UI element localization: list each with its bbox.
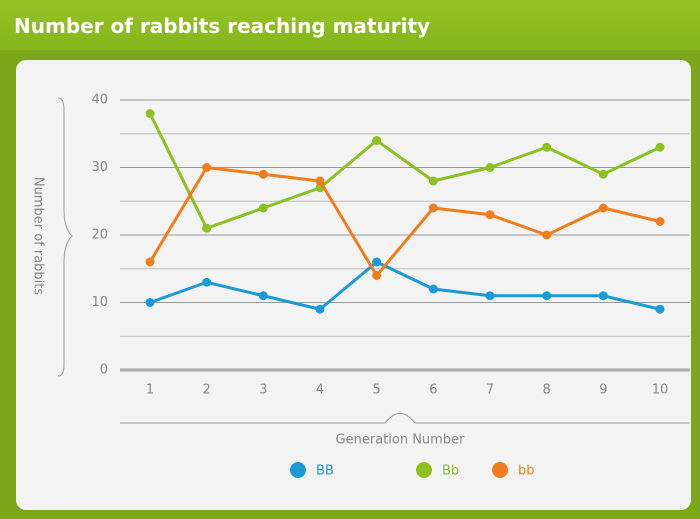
legend-label: BB <box>316 464 334 479</box>
y-axis-label: Number of rabbits <box>31 177 46 296</box>
x-tick-label: 1 <box>146 383 154 398</box>
x-axis-label: Generation Number <box>336 433 466 448</box>
data-point <box>655 304 665 314</box>
title: Number of rabbits reaching maturity <box>14 14 431 38</box>
series-line <box>148 165 661 279</box>
data-point <box>598 291 608 301</box>
legend-label: Bb <box>442 464 459 479</box>
data-point <box>372 136 382 145</box>
legend-swatch <box>416 462 432 478</box>
legend-label: bb <box>518 464 535 479</box>
x-brace <box>120 413 690 424</box>
legend-swatch <box>492 462 508 478</box>
data-point <box>542 230 552 240</box>
data-point <box>372 257 382 267</box>
data-point <box>428 176 438 186</box>
data-point <box>655 217 665 226</box>
data-point <box>372 271 382 280</box>
x-tick-label: 4 <box>316 383 324 398</box>
data-point <box>542 291 552 301</box>
y-tick-label: 40 <box>91 93 108 108</box>
x-tick-label: 10 <box>652 383 669 398</box>
x-tick-label: 9 <box>599 383 607 398</box>
series-line <box>148 112 661 231</box>
data-point <box>428 203 438 213</box>
data-point <box>485 210 495 220</box>
data-point <box>145 298 155 307</box>
data-point <box>202 163 212 172</box>
data-point <box>655 142 665 152</box>
x-tick-label: 6 <box>429 383 437 398</box>
x-tick-label: 3 <box>259 383 267 398</box>
y-tick-label: 0 <box>100 363 108 378</box>
y-tick-label: 30 <box>91 160 108 175</box>
data-point <box>598 203 608 213</box>
data-point <box>202 223 212 233</box>
data-point <box>202 277 212 287</box>
data-point <box>598 169 608 179</box>
y-brace <box>57 97 73 377</box>
x-tick-label: 8 <box>543 383 551 398</box>
x-tick-label: 5 <box>373 383 381 398</box>
data-point <box>145 109 155 118</box>
data-point <box>258 291 268 301</box>
legend-swatch <box>290 462 306 478</box>
data-point <box>258 169 268 179</box>
data-point <box>258 203 268 213</box>
y-tick-label: 20 <box>91 228 108 243</box>
header: Number of rabbits reaching maturity <box>0 0 700 50</box>
data-point <box>145 257 155 267</box>
data-point <box>542 142 552 152</box>
y-tick-label: 10 <box>91 295 108 310</box>
panel <box>16 60 691 510</box>
data-point <box>428 284 438 294</box>
data-point <box>485 163 495 172</box>
x-tick-label: 2 <box>203 383 211 398</box>
data-point <box>315 176 325 186</box>
x-tick-label: 7 <box>486 383 494 398</box>
data-point <box>315 304 325 314</box>
data-point <box>485 291 495 301</box>
series-line <box>149 260 661 311</box>
